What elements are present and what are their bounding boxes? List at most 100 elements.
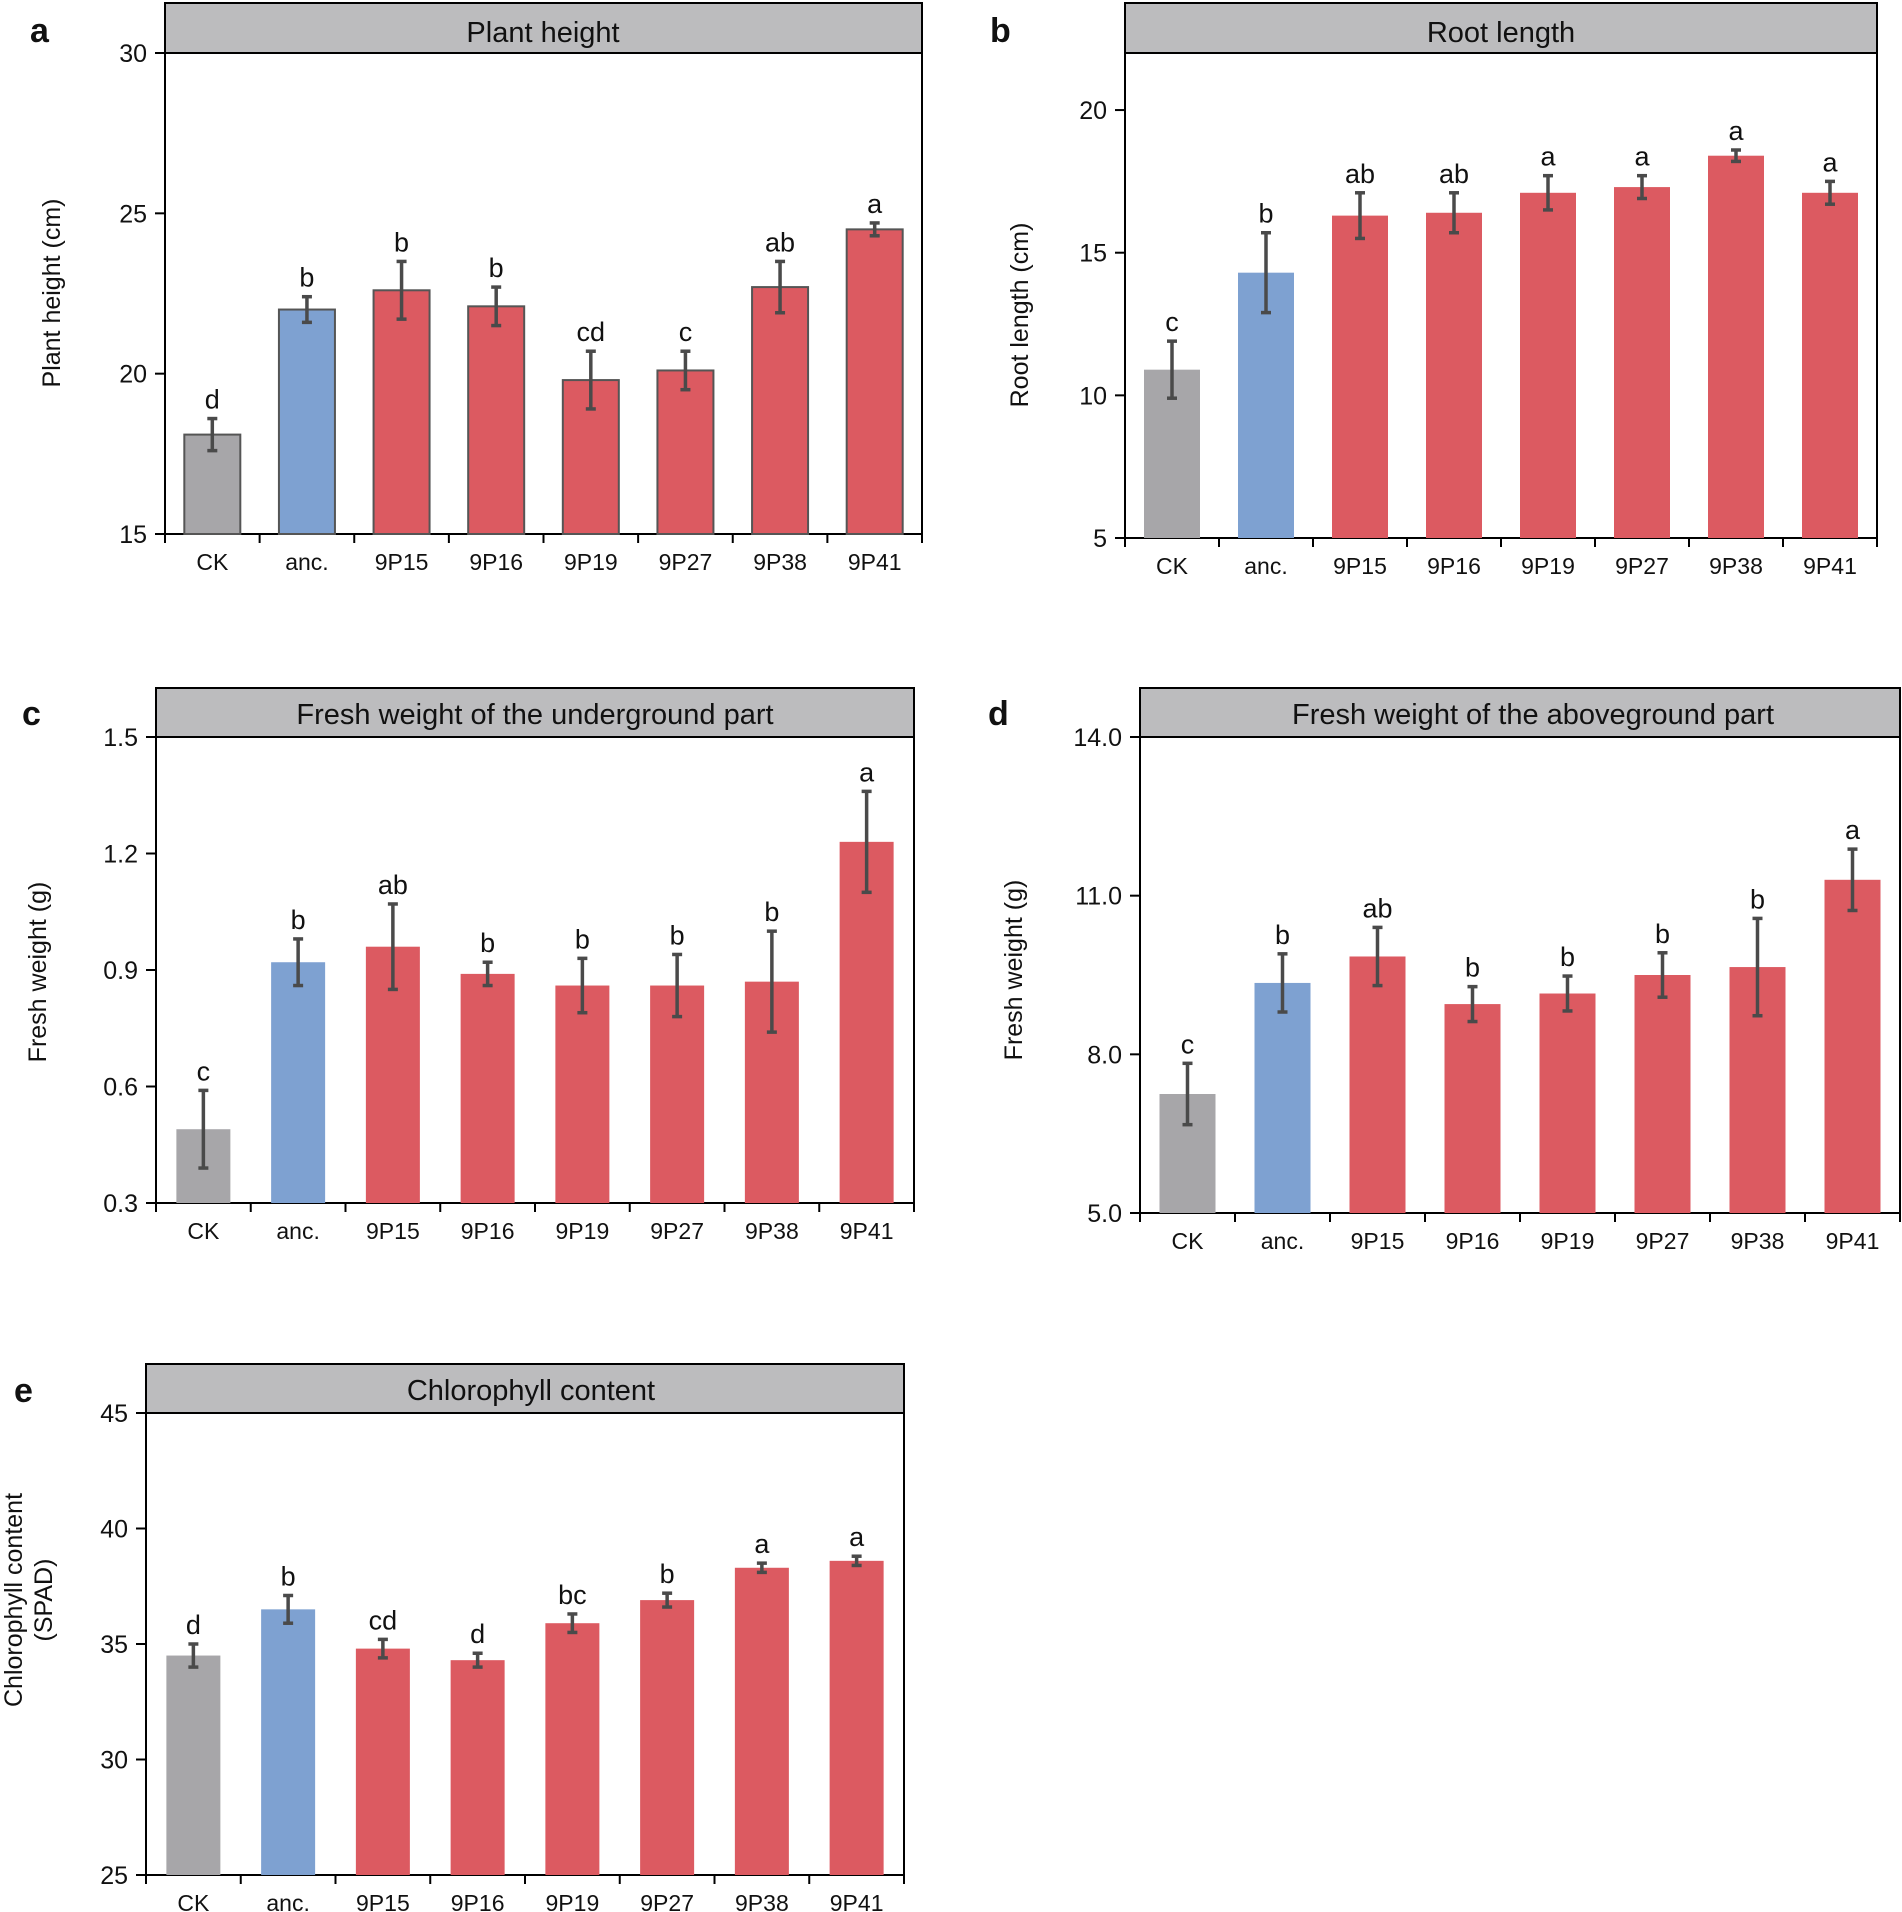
panel-c: c Fresh weight of the underground part F…: [22, 687, 915, 1244]
x-tick-label: 9P27: [1615, 553, 1669, 579]
x-tick-label: anc.: [276, 1218, 319, 1244]
y-tick-label: 8.0: [1087, 1041, 1122, 1069]
bar-9P19: [1539, 993, 1596, 1213]
x-tick-label: 9P27: [1636, 1228, 1690, 1254]
bar-9P41: [839, 841, 894, 1203]
significance-letter: a: [1845, 815, 1861, 845]
bar-9P38: [751, 286, 810, 535]
significance-letter: b: [281, 1561, 296, 1591]
x-tick-label: 9P16: [469, 549, 523, 575]
bar-anc: [277, 308, 336, 535]
title-bar-d: [1139, 687, 1901, 738]
panel-label-e: e: [14, 1372, 33, 1410]
title-d: Fresh weight of the aboveground part: [1292, 699, 1774, 731]
x-tick-label: 9P41: [1826, 1228, 1880, 1254]
significance-letter: cd: [577, 317, 606, 347]
x-tick-label: 9P27: [640, 1890, 694, 1912]
significance-letter: ab: [1439, 159, 1469, 189]
significance-letter: c: [197, 1056, 211, 1086]
x-tick-label: 9P19: [1541, 1228, 1595, 1254]
x-tick-label: 9P16: [1427, 553, 1481, 579]
x-tick-label: CK: [187, 1218, 220, 1244]
bar-9P16: [1444, 1004, 1501, 1213]
plot-area-e: 25 30 35 40 45 d CK b anc. cd 9P15 d 9P16 bc 9P19 b 9P27…: [100, 1400, 905, 1912]
y-tick-label: 25: [100, 1862, 128, 1890]
x-tick-label: 9P15: [366, 1218, 420, 1244]
significance-letter: ab: [1345, 159, 1375, 189]
bar-9P16: [1426, 212, 1482, 538]
bar-9P19: [555, 985, 610, 1203]
x-tick-label: CK: [177, 1890, 210, 1912]
y-tick-label: 0.6: [103, 1074, 138, 1102]
x-tick-label: 9P38: [753, 549, 807, 575]
y-tick-label: 20: [1079, 97, 1107, 125]
plot-frame: [155, 736, 915, 1204]
bar-9P15: [355, 1648, 410, 1875]
significance-letter: b: [394, 227, 409, 257]
panel-label-b: b: [990, 12, 1011, 50]
significance-letter: b: [1560, 942, 1575, 972]
bar-9P38: [1708, 155, 1764, 539]
significance-letter: b: [670, 920, 685, 950]
x-tick-label: 9P41: [840, 1218, 894, 1244]
bar-9P15: [372, 289, 431, 535]
y-tick-label: 0.9: [103, 957, 138, 985]
significance-letter: b: [660, 1559, 675, 1589]
title-a: Plant height: [466, 17, 619, 49]
y-axis-label-e-line2: (SPAD): [30, 1559, 58, 1642]
bar-9P38: [734, 1567, 789, 1875]
significance-letter: b: [1655, 919, 1670, 949]
bar-anc: [1238, 272, 1294, 538]
panel-a: a Plant height Plant height (cm) 15 20 25 3…: [30, 2, 923, 575]
bar-9P16: [467, 305, 526, 535]
bar-9P27: [656, 369, 715, 535]
significance-letter: b: [1750, 884, 1765, 914]
significance-letter: a: [1728, 116, 1744, 146]
y-tick-label: 30: [119, 40, 147, 68]
significance-letter: cd: [369, 1605, 398, 1635]
x-tick-label: 9P19: [564, 549, 618, 575]
y-axis-label-c: Fresh weight (g): [24, 882, 52, 1063]
x-tick-label: CK: [1172, 1228, 1205, 1254]
y-tick-label: 14.0: [1073, 724, 1122, 752]
x-tick-label: 9P19: [556, 1218, 610, 1244]
y-tick-label: 45: [100, 1400, 128, 1428]
y-tick-label: 35: [100, 1631, 128, 1659]
y-axis-label-a: Plant height (cm): [38, 199, 66, 388]
x-tick-label: 9P27: [650, 1218, 704, 1244]
title-bar-a: [164, 2, 923, 54]
x-tick-label: anc.: [1244, 553, 1287, 579]
plot-frame: [1139, 736, 1901, 1214]
plot-area-d: 5.08.011.014.0cCKbanc.ab9P15b9P16b9P19b9…: [1073, 724, 1901, 1254]
x-tick-label: 9P41: [830, 1890, 884, 1912]
significance-letter: a: [867, 189, 883, 219]
y-axis-label-e: Chlorophyll content (SPAD): [0, 1493, 58, 1707]
y-tick-label: 15: [119, 521, 147, 549]
title-c: Fresh weight of the underground part: [296, 699, 773, 731]
significance-letter: ab: [378, 870, 408, 900]
bar-anc: [1254, 982, 1311, 1213]
bar-9P27: [640, 1600, 695, 1875]
significance-letter: b: [480, 928, 495, 958]
bar-9P41: [845, 228, 904, 535]
significance-letter: ab: [765, 227, 795, 257]
bar-9P16: [460, 973, 515, 1203]
y-tick-label: 30: [100, 1747, 128, 1775]
y-tick-label: 25: [119, 200, 147, 228]
y-tick-label: 15: [1079, 240, 1107, 268]
x-tick-label: 9P16: [451, 1890, 505, 1912]
x-tick-label: 9P27: [659, 549, 713, 575]
y-axis-label-d: Fresh weight (g): [1000, 880, 1028, 1061]
bar-anc: [261, 1609, 316, 1875]
bar-CK: [183, 433, 242, 535]
significance-letter: d: [470, 1619, 485, 1649]
significance-letter: b: [299, 263, 314, 293]
panel-e: e Chlorophyll content Chlorophyll conten…: [0, 1363, 905, 1912]
significance-letter: b: [1258, 199, 1273, 229]
x-tick-label: CK: [196, 549, 229, 575]
bar-9P41: [829, 1560, 884, 1875]
y-tick-label: 40: [100, 1516, 128, 1544]
significance-letter: a: [849, 1522, 865, 1552]
panel-label-a: a: [30, 12, 50, 50]
